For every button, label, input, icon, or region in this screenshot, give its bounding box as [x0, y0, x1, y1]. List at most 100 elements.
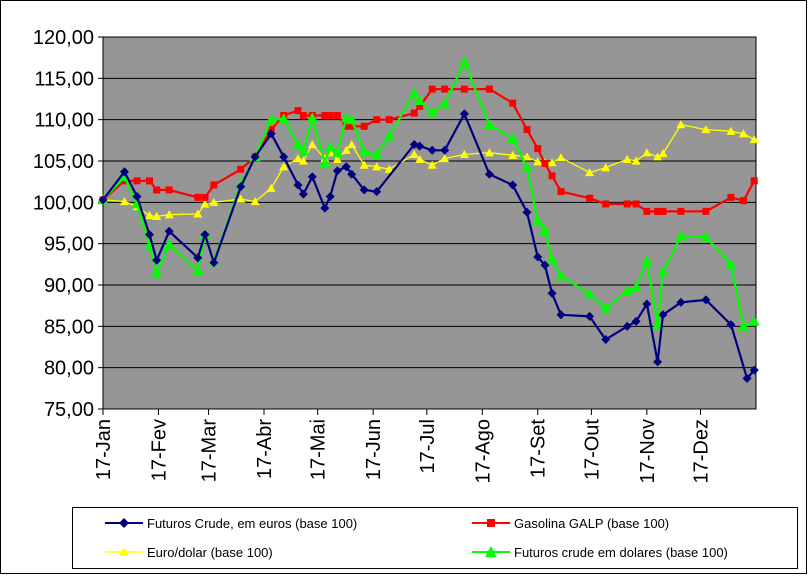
y-tick-label: 105,00	[33, 151, 94, 173]
data-point	[297, 145, 309, 156]
data-point	[622, 154, 632, 163]
data-point	[415, 154, 425, 163]
data-point	[584, 288, 596, 299]
data-point	[441, 85, 449, 93]
legend-item-gasolina-galp: Gasolina GALP (base 100)	[470, 513, 669, 533]
data-point	[415, 141, 425, 151]
data-point	[675, 230, 687, 241]
y-tick-label: 100,00	[33, 192, 94, 214]
data-point	[439, 98, 451, 109]
data-point	[659, 207, 667, 215]
data-point	[522, 152, 532, 161]
data-point	[164, 210, 174, 219]
data-point	[410, 109, 418, 117]
data-point	[485, 85, 493, 93]
data-point	[193, 253, 203, 263]
data-point	[539, 224, 551, 235]
data-point	[132, 192, 142, 202]
data-point	[484, 169, 494, 179]
data-point	[133, 177, 141, 185]
data-point	[726, 320, 736, 330]
data-point	[508, 150, 518, 159]
data-point	[341, 162, 351, 172]
data-point	[737, 320, 749, 331]
legend-label-crude-euros: Futuros Crude, em euros (base 100)	[147, 515, 358, 531]
data-point	[200, 199, 210, 208]
data-point	[540, 260, 550, 270]
x-tick-label: 17-Ago	[472, 419, 494, 484]
data-point	[727, 193, 735, 201]
data-point	[293, 180, 303, 190]
data-point	[509, 99, 517, 107]
data-point	[440, 145, 450, 155]
plot-area	[102, 36, 757, 410]
x-tick-label: 17-Set	[528, 419, 550, 478]
data-point	[459, 149, 469, 158]
data-point	[622, 321, 632, 331]
data-point	[372, 162, 382, 171]
x-tick-label: 17-Abr	[254, 419, 276, 479]
data-point	[333, 112, 341, 120]
legend-item-crude-dolares: Futuros crude em dolares (base 100)	[470, 542, 728, 562]
data-point	[326, 112, 334, 120]
data-point	[440, 154, 450, 163]
y-tick-label: 75,00	[44, 399, 94, 421]
data-point	[409, 149, 419, 158]
data-point	[359, 185, 369, 195]
data-point	[427, 160, 437, 169]
data-point	[320, 203, 330, 213]
data-point	[341, 145, 351, 154]
data-point	[701, 125, 711, 134]
y-tick-label: 80,00	[44, 358, 94, 380]
data-point	[347, 139, 357, 149]
data-point	[521, 162, 533, 173]
data-point	[201, 193, 209, 201]
data-point	[294, 107, 302, 115]
x-tick-label: 17-Jul	[417, 419, 439, 473]
data-point	[427, 145, 437, 155]
data-point	[585, 168, 595, 177]
y-tick-label: 85,00	[44, 316, 94, 338]
data-point	[145, 230, 155, 240]
x-tick-label: 17-Jun	[363, 419, 385, 480]
data-point	[601, 335, 611, 345]
data-point	[534, 145, 542, 153]
data-point	[347, 169, 357, 179]
data-point	[643, 207, 651, 215]
data-point	[547, 288, 557, 298]
x-tick-label: 17-Dez	[691, 419, 713, 483]
data-point	[621, 285, 633, 296]
data-point	[194, 193, 202, 201]
data-point	[557, 188, 565, 196]
data-point	[459, 109, 469, 119]
data-point	[653, 357, 663, 367]
data-point	[319, 157, 331, 168]
data-point	[210, 181, 218, 189]
data-point	[533, 157, 543, 166]
data-point	[548, 172, 556, 180]
data-point	[630, 281, 642, 292]
data-point	[165, 186, 173, 194]
data-point	[676, 297, 686, 307]
data-point	[298, 189, 308, 199]
data-point	[209, 197, 219, 206]
data-point	[632, 200, 640, 208]
data-point	[642, 299, 652, 309]
data-point	[556, 310, 566, 320]
data-point	[532, 215, 544, 225]
legend-swatch-gasolina-galp	[472, 519, 510, 527]
data-point	[163, 238, 175, 249]
data-point	[701, 295, 711, 305]
data-point	[325, 192, 335, 202]
y-tick-label: 120,00	[33, 27, 94, 49]
legend-swatch-crude-euros	[105, 518, 143, 528]
x-tick-label: 17-Jan	[93, 419, 115, 480]
data-point	[266, 129, 276, 139]
data-point	[299, 112, 307, 120]
data-point	[725, 258, 737, 269]
data-point	[641, 255, 653, 266]
data-point	[642, 148, 652, 157]
legend-item-euro-dolar: Euro/dolar (base 100)	[103, 542, 273, 562]
data-point	[145, 211, 155, 220]
data-point	[146, 177, 154, 185]
